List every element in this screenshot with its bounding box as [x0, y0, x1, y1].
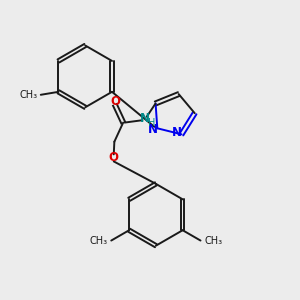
Text: O: O — [109, 152, 119, 164]
Text: H: H — [148, 118, 155, 128]
Text: CH₃: CH₃ — [204, 236, 222, 245]
Text: N: N — [140, 112, 150, 125]
Text: CH₃: CH₃ — [90, 236, 108, 245]
Text: N: N — [148, 123, 158, 136]
Text: CH₃: CH₃ — [20, 90, 38, 100]
Text: N: N — [172, 126, 182, 140]
Text: O: O — [110, 95, 120, 108]
